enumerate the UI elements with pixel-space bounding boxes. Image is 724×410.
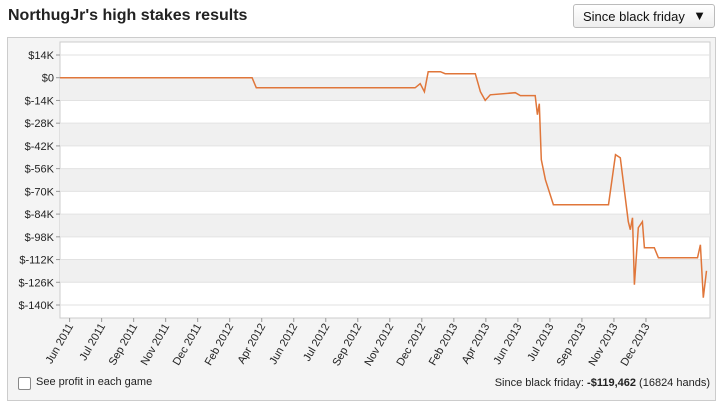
y-tick-label: $-70K — [25, 186, 55, 198]
x-tick-label: Sep 2013 — [555, 322, 589, 369]
range-dropdown[interactable]: Since black friday ▼ — [573, 4, 715, 28]
x-tick-label: Dec 2013 — [619, 322, 653, 369]
x-tick-label: Apr 2013 — [460, 322, 493, 367]
y-tick-label: $-140K — [19, 300, 55, 312]
y-tick-label: $14K — [28, 50, 54, 62]
x-tick-label: Sep 2012 — [330, 322, 364, 369]
x-tick-label: Nov 2011 — [139, 322, 173, 368]
checkbox-label[interactable]: See profit in each game — [36, 376, 153, 388]
x-tick-label: Dec 2012 — [394, 322, 428, 369]
y-tick-label: $-84K — [25, 209, 55, 221]
x-tick-label: Nov 2012 — [362, 322, 396, 369]
chart: $14K $0 $-14K $-28K $-42K $-56K $-70K $-84K $-98… — [19, 41, 711, 369]
x-tick-label: Feb 2013 — [427, 322, 461, 368]
title: NorthugJr's high stakes results — [8, 7, 248, 24]
grid-band — [60, 259, 710, 283]
x-tick-label: Nov 2013 — [587, 322, 621, 369]
checkbox[interactable] — [18, 377, 31, 390]
grid-band — [60, 77, 710, 101]
x-tick-label: Jun 2013 — [491, 322, 524, 367]
x-tick-label: Jul 2013 — [525, 322, 556, 364]
x-tick-label: Dec 2011 — [171, 322, 205, 368]
x-tick-label: Feb 2012 — [203, 322, 237, 368]
dropdown-arrow: ▼ — [693, 8, 706, 23]
y-tick-label: $0 — [42, 73, 54, 85]
x-tick-label: Jul 2011 — [77, 322, 108, 363]
summary-label: Since black friday: — [494, 377, 584, 389]
y-tick-label: $-14K — [25, 95, 55, 107]
x-tick-label: Sep 2011 — [107, 322, 141, 368]
y-tick-label: $-56K — [25, 164, 55, 176]
x-tick-label: Jul 2012 — [301, 322, 332, 364]
x-tick-label: Jun 2011 — [44, 322, 77, 366]
x-tick-label: Apr 2012 — [236, 322, 269, 367]
grid-band — [60, 214, 710, 237]
y-tick-label: $-126K — [19, 277, 55, 289]
series-line — [60, 70, 708, 298]
y-tick-label: $-42K — [25, 141, 55, 153]
y-tick-label: $-98K — [25, 232, 55, 244]
y-tick-label: $-112K — [19, 255, 54, 267]
dropdown-label: Since black friday — [583, 9, 685, 24]
x-tick-label: Jun 2012 — [267, 322, 300, 367]
summary-hands: (16824 hands) — [639, 377, 710, 389]
grid-band — [60, 123, 710, 146]
summary-value: -$119,462 — [587, 377, 636, 389]
y-tick-label: $-28K — [25, 118, 55, 130]
summary: Since black friday: -$119,462 (16824 han… — [495, 377, 710, 389]
